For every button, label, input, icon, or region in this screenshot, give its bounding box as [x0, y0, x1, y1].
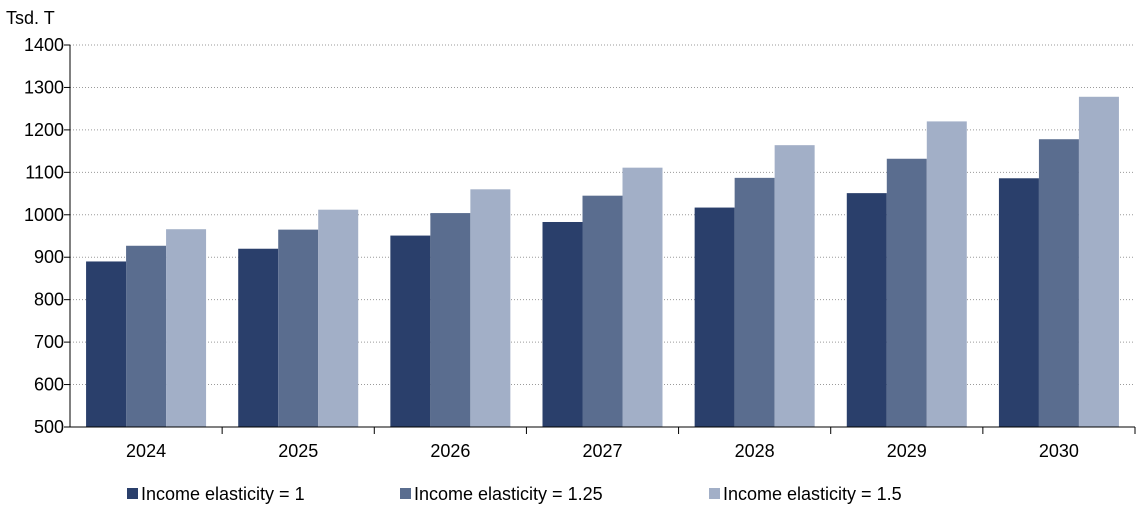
- y-tick-label: 1200: [24, 120, 64, 140]
- legend-label: Income elasticity = 1: [141, 484, 305, 504]
- bar: [318, 209, 359, 427]
- bar: [886, 158, 927, 428]
- x-tick-label: 2028: [735, 441, 775, 461]
- bar: [126, 245, 167, 427]
- legend-swatch: [127, 488, 138, 499]
- y-tick-label: 800: [34, 290, 64, 310]
- x-tick-label: 2025: [278, 441, 318, 461]
- bar: [582, 195, 623, 427]
- y-tick-label: 1100: [25, 162, 64, 182]
- x-tick-label: 2027: [582, 441, 622, 461]
- bar: [278, 229, 319, 427]
- bar: [998, 178, 1039, 427]
- axes: [69, 45, 1135, 428]
- bar: [1078, 96, 1119, 427]
- legend-label: Income elasticity = 1.5: [723, 484, 902, 504]
- bar: [430, 213, 471, 427]
- x-tick-label: 2029: [887, 441, 927, 461]
- bar: [86, 261, 127, 427]
- y-axis-label: Tsd. T: [6, 8, 55, 28]
- y-tick-label: 1000: [24, 205, 64, 225]
- bar: [1038, 139, 1079, 427]
- bar: [166, 229, 207, 427]
- legend-swatch: [400, 488, 411, 499]
- bar: [390, 235, 431, 427]
- y-axis-ticks: 500 600 700 800 900 1000 1100 1200 1300 1400: [24, 35, 70, 437]
- bar: [238, 248, 279, 427]
- y-tick-label: 1300: [24, 77, 64, 97]
- x-tick-label: 2026: [430, 441, 470, 461]
- bar: [926, 121, 967, 428]
- bars: [86, 96, 1119, 428]
- bar: [542, 221, 583, 427]
- legend-swatch: [709, 488, 720, 499]
- x-axis-ticks: 2024 2025 2026 2027 2028 2029 2030: [126, 427, 1136, 461]
- y-tick-label: 600: [34, 375, 64, 395]
- bar: [774, 145, 815, 427]
- y-tick-label: 1400: [24, 35, 64, 55]
- y-tick-label: 900: [34, 247, 64, 267]
- bar: [622, 167, 663, 428]
- x-tick-label: 2024: [126, 441, 166, 461]
- y-tick-label: 500: [34, 417, 64, 437]
- bar: [470, 189, 511, 427]
- bar: [694, 207, 735, 427]
- legend: Income elasticity = 1 Income elasticity =…: [127, 484, 902, 504]
- legend-label: Income elasticity = 1.25: [414, 484, 603, 504]
- x-tick-label: 2030: [1039, 441, 1079, 461]
- bar: [734, 177, 775, 427]
- bar: [846, 193, 887, 427]
- y-tick-label: 700: [34, 332, 64, 352]
